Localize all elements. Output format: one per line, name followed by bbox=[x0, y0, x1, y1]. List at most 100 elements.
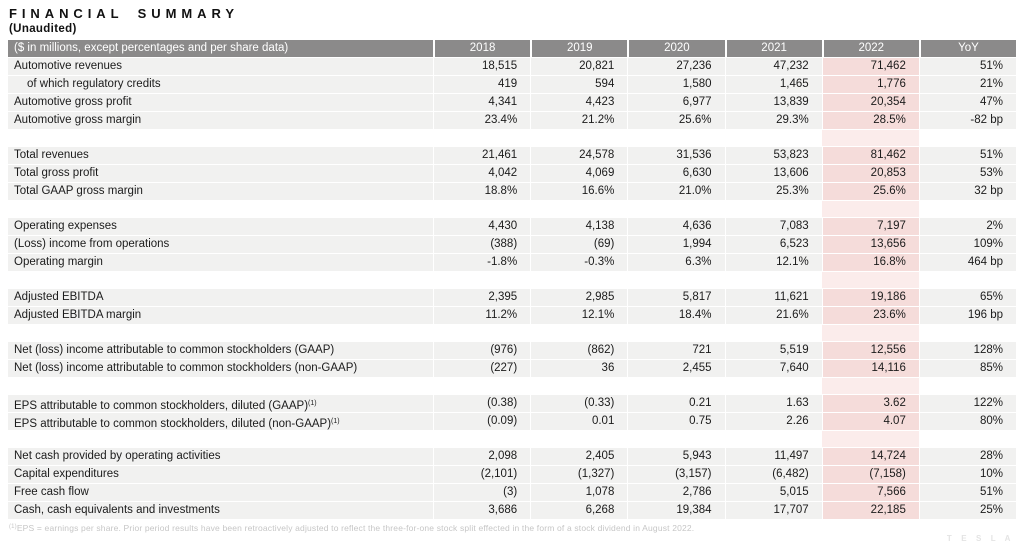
row-value-cell: 21.6% bbox=[724, 307, 822, 324]
gap-value-cell bbox=[821, 325, 919, 341]
row-label: Adjusted EBITDA bbox=[8, 289, 433, 306]
gap-value-cell bbox=[919, 431, 1016, 447]
row-value-cell: 71,462 bbox=[821, 58, 919, 75]
row-value-cell: (3) bbox=[433, 484, 531, 501]
row-label-text: Adjusted EBITDA margin bbox=[14, 309, 142, 321]
row-value-cell: 53% bbox=[918, 165, 1017, 182]
table-row: Operating margin -1.8% -0.3% 6.3% 12.1% 16.8%… bbox=[8, 254, 1017, 271]
row-label: Net (loss) income attributable to common… bbox=[8, 360, 433, 377]
row-value-cell: 25% bbox=[918, 502, 1017, 519]
row-value-cell: 1,580 bbox=[627, 76, 725, 93]
table-row: Net (loss) income attributable to common… bbox=[8, 342, 1017, 359]
row-value-cell: 464 bp bbox=[918, 254, 1017, 271]
row-label: Automotive gross margin bbox=[8, 112, 433, 129]
row-value-cell: 2,405 bbox=[530, 448, 628, 465]
row-label: Operating expenses bbox=[8, 218, 433, 235]
row-value-cell: 19,384 bbox=[627, 502, 725, 519]
gap-value-cell bbox=[627, 272, 724, 288]
row-value-cell: 16.8% bbox=[821, 254, 919, 271]
column-header-yoy: YoY bbox=[918, 40, 1017, 57]
row-value-cell: 4,042 bbox=[433, 165, 531, 182]
gap-value-cell bbox=[433, 325, 530, 341]
row-value-cell: 4,423 bbox=[530, 94, 628, 111]
column-header-2021: 2021 bbox=[724, 40, 822, 57]
gap-value-cell bbox=[530, 431, 627, 447]
row-value-cell: (862) bbox=[530, 342, 628, 359]
row-value-cell: 7,083 bbox=[724, 218, 822, 235]
row-value-cell: 13,656 bbox=[821, 236, 919, 253]
row-value-cell: 7,566 bbox=[821, 484, 919, 501]
gap-value-cell bbox=[433, 431, 530, 447]
financial-table: ($ in millions, except percentages and p… bbox=[8, 40, 1017, 519]
row-label-superscript: (1) bbox=[331, 418, 340, 425]
row-value-cell: 47% bbox=[918, 94, 1017, 111]
row-label: Adjusted EBITDA margin bbox=[8, 307, 433, 324]
row-value-cell: 1.63 bbox=[724, 395, 822, 412]
row-value-cell: 18,515 bbox=[433, 58, 531, 75]
column-header-2022: 2022 bbox=[821, 40, 919, 57]
row-value-cell: 36 bbox=[530, 360, 628, 377]
row-value-cell: 6,977 bbox=[627, 94, 725, 111]
gap-value-cell bbox=[821, 378, 919, 394]
row-value-cell: 28% bbox=[918, 448, 1017, 465]
row-value-cell: 13,839 bbox=[724, 94, 822, 111]
row-value-cell: 109% bbox=[918, 236, 1017, 253]
gap-label-cell bbox=[8, 130, 433, 146]
row-label-text: Automotive revenues bbox=[14, 60, 123, 72]
row-label-text: EPS attributable to common stockholders,… bbox=[14, 400, 309, 412]
row-label: EPS attributable to common stockholders,… bbox=[8, 395, 433, 412]
table-row: Total gross profit 4,042 4,069 6,630 13,606 2… bbox=[8, 165, 1017, 182]
table-row: Free cash flow (3) 1,078 2,786 5,015 7,566 51% bbox=[8, 484, 1017, 501]
row-value-cell: 21% bbox=[918, 76, 1017, 93]
row-value-cell: (6,482) bbox=[724, 466, 822, 483]
row-value-cell: 0.21 bbox=[627, 395, 725, 412]
gap-value-cell bbox=[627, 325, 724, 341]
table-row: Automotive gross margin 23.4% 21.2% 25.6% 29… bbox=[8, 112, 1017, 129]
row-value-cell: 2,786 bbox=[627, 484, 725, 501]
row-value-cell: 28.5% bbox=[821, 112, 919, 129]
row-value-cell: 3,686 bbox=[433, 502, 531, 519]
gap-value-cell bbox=[821, 272, 919, 288]
gap-value-cell bbox=[725, 431, 822, 447]
tesla-watermark: T E S L A bbox=[946, 534, 1014, 543]
gap-value-cell bbox=[821, 201, 919, 217]
table-row: Total revenues 21,461 24,578 31,536 53,823 81… bbox=[8, 147, 1017, 164]
row-label: Capital expenditures bbox=[8, 466, 433, 483]
row-value-cell: 5,519 bbox=[724, 342, 822, 359]
row-value-cell: 11.2% bbox=[433, 307, 531, 324]
row-value-cell: 24,578 bbox=[530, 147, 628, 164]
row-value-cell: 14,116 bbox=[821, 360, 919, 377]
row-label: Automotive revenues bbox=[8, 58, 433, 75]
row-value-cell: 25.6% bbox=[821, 183, 919, 200]
row-value-cell: (7,158) bbox=[821, 466, 919, 483]
section-gap-row bbox=[8, 130, 1016, 146]
row-value-cell: 18.4% bbox=[627, 307, 725, 324]
row-value-cell: (69) bbox=[530, 236, 628, 253]
gap-value-cell bbox=[433, 201, 530, 217]
table-row: Capital expenditures (2,101) (1,327) (3,157… bbox=[8, 466, 1017, 483]
page-subtitle: (Unaudited) bbox=[9, 23, 77, 35]
row-value-cell: 1,078 bbox=[530, 484, 628, 501]
table-row: Automotive revenues 18,515 20,821 27,236 47,… bbox=[8, 58, 1017, 75]
row-value-cell: (3,157) bbox=[627, 466, 725, 483]
table-row: Net (loss) income attributable to common… bbox=[8, 360, 1017, 377]
row-value-cell: 21.0% bbox=[627, 183, 725, 200]
row-value-cell: 32 bp bbox=[918, 183, 1017, 200]
row-value-cell: 7,640 bbox=[724, 360, 822, 377]
gap-label-cell bbox=[8, 431, 433, 447]
gap-value-cell bbox=[919, 325, 1016, 341]
row-value-cell: 17,707 bbox=[724, 502, 822, 519]
row-value-cell: 1,994 bbox=[627, 236, 725, 253]
gap-value-cell bbox=[919, 130, 1016, 146]
row-label-text: Total GAAP gross margin bbox=[14, 185, 143, 197]
row-label: Net (loss) income attributable to common… bbox=[8, 342, 433, 359]
row-label-text: Capital expenditures bbox=[14, 468, 119, 480]
row-value-cell: 21,461 bbox=[433, 147, 531, 164]
row-value-cell: 3.62 bbox=[821, 395, 919, 412]
row-value-cell: (0.33) bbox=[530, 395, 628, 412]
row-label-text: Operating expenses bbox=[14, 220, 117, 232]
row-value-cell: 1,465 bbox=[724, 76, 822, 93]
row-value-cell: 20,853 bbox=[821, 165, 919, 182]
row-label-superscript: (1) bbox=[308, 400, 317, 407]
